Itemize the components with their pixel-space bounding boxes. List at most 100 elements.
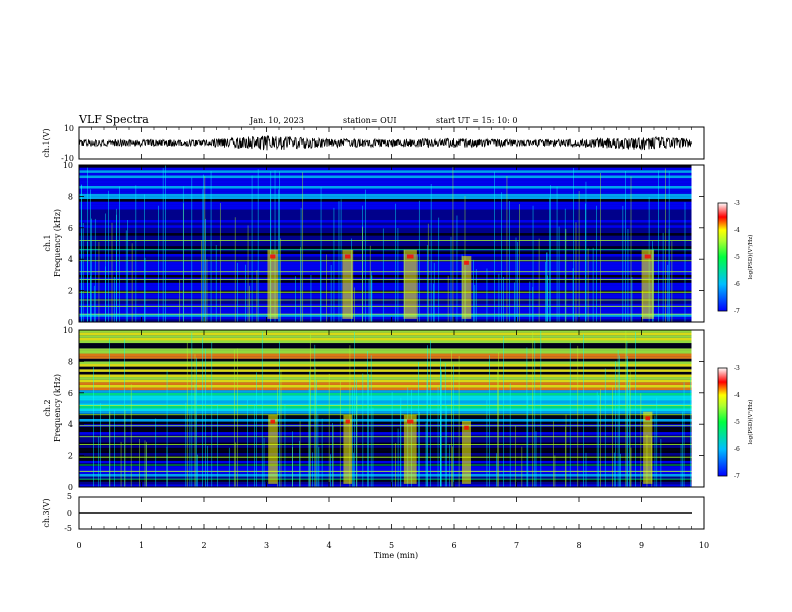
spectrogram-band <box>79 377 692 380</box>
freq-tick-label: 10 <box>63 326 73 335</box>
spectrogram-band <box>79 319 692 322</box>
figure-title: VLF Spectra <box>78 113 149 126</box>
spectrogram-band <box>79 426 692 430</box>
spectrogram-band <box>79 172 692 176</box>
spectrogram-band <box>79 311 692 315</box>
spectrogram-band <box>79 222 692 226</box>
spectrogram-band <box>79 468 692 472</box>
ch2-freq-ylabel: Frequency (kHz) <box>53 374 62 442</box>
spectrogram-band <box>79 219 692 223</box>
spectrogram-band <box>79 353 692 357</box>
ch1-freq-ticks: 0 2 4 6 8 10 <box>63 161 704 327</box>
spectrogram-enhancement <box>641 249 654 319</box>
spectrogram-band <box>79 392 692 396</box>
spectrogram-band <box>79 434 692 438</box>
spectrogram-band <box>79 293 692 296</box>
spectrogram-band <box>79 193 692 197</box>
spectrogram-band <box>79 337 692 341</box>
spectrogram-band <box>79 437 692 440</box>
time-tick-label: 5 <box>389 541 394 550</box>
spectrogram-band <box>79 374 692 378</box>
spectrogram-band <box>79 230 692 234</box>
time-axis-label: Time (min) <box>374 551 418 560</box>
spectrogram-enhancement <box>343 414 353 484</box>
spectrogram-band <box>79 447 692 451</box>
spectrogram-band <box>79 165 692 168</box>
spectrogram-band <box>79 416 692 419</box>
spectrogram-band <box>79 398 692 401</box>
ch2-colorbar-gradient <box>717 367 728 477</box>
ch1-cbar-tick-m7: -7 <box>734 308 740 315</box>
panel-ch1-waveform: 10 -10 ch.1(V) <box>42 124 705 163</box>
ch1-colorbar-label: log(PSD)(V²/Hz) <box>747 235 754 280</box>
spectrogram-band <box>79 371 692 375</box>
freq-tick-label: 0 <box>68 483 73 492</box>
spectrogram-band <box>79 348 692 351</box>
ch1-freq-ylabel: Frequency (kHz) <box>53 209 62 277</box>
spectrogram-band <box>79 387 692 391</box>
ch1-cbar-tick-m6: -6 <box>734 281 740 288</box>
spectrogram-band <box>79 390 692 393</box>
spectrogram-band <box>79 421 692 425</box>
spectrogram-band <box>79 403 692 406</box>
ch2-freq-ticks: 0 2 4 6 8 10 <box>63 326 704 492</box>
spectrogram-band <box>79 167 692 171</box>
spectrogram-band <box>79 246 692 249</box>
ch2-colorbar-label: log(PSD)(V²/Hz) <box>747 400 754 445</box>
spectrogram-band <box>79 332 692 336</box>
spectrogram-band <box>79 379 692 383</box>
spectrogram-band <box>79 261 692 265</box>
spectrogram-enhancement <box>403 414 417 484</box>
spectrogram-band <box>79 287 692 291</box>
spectrogram-enhancement <box>342 249 354 319</box>
spectrogram-enhancement-core <box>464 425 469 430</box>
spectrogram-band <box>79 212 692 215</box>
start-time-label: start UT = 15: 10: 0 <box>436 116 517 125</box>
spectrogram-band <box>79 274 692 278</box>
spectrogram-band <box>79 350 692 354</box>
spectrogram-band <box>79 460 692 464</box>
spectrogram-band <box>79 369 692 372</box>
time-tick-label: 9 <box>639 541 644 550</box>
ch2-cbar-tick-m6: -6 <box>734 446 740 453</box>
ch1-colorbar-gradient <box>717 202 728 312</box>
spectrogram-band <box>79 240 692 244</box>
freq-tick-label: 6 <box>68 224 73 233</box>
time-tick-label: 8 <box>576 541 581 550</box>
spectrogram-enhancement <box>461 256 472 319</box>
spectrogram-band <box>79 458 692 461</box>
spectrogram-enhancement-core <box>644 254 651 259</box>
time-tick-label: 3 <box>264 541 269 550</box>
spectrogram-band <box>79 235 692 239</box>
spectrogram-band <box>79 269 692 273</box>
spectrogram-band <box>79 366 692 370</box>
spectrogram-band <box>79 301 692 304</box>
freq-tick-label: 8 <box>68 192 73 201</box>
ch1-cbar-tick-m5: -5 <box>734 254 740 261</box>
spectrogram-enhancement-core <box>270 254 276 259</box>
ch2-colorbar: -3 -4 -5 -6 -7 log(PSD)(V²/Hz) <box>717 365 754 480</box>
spectrogram-band <box>79 471 692 474</box>
freq-tick-label: 2 <box>68 452 73 461</box>
spectrogram-band <box>79 196 692 200</box>
ch2-cbar-tick-m4: -4 <box>734 392 740 399</box>
spectrogram-enhancement <box>268 414 278 484</box>
spectrogram-band <box>79 306 692 309</box>
freq-tick-label: 10 <box>63 161 73 170</box>
ch1-ytick-bottom: -10 <box>61 154 74 163</box>
spectrogram-band <box>79 209 692 213</box>
spectrogram-enhancement <box>267 249 279 319</box>
spectrogram-band <box>79 295 692 299</box>
spectrogram-band <box>79 178 692 181</box>
spectrogram-band <box>79 183 692 186</box>
freq-tick-label: 0 <box>68 318 73 327</box>
spectrogram-enhancement <box>403 249 417 319</box>
spectrogram-band <box>79 285 692 288</box>
spectrogram-band <box>79 243 692 247</box>
freq-tick-label: 2 <box>68 287 73 296</box>
spectrogram-band <box>79 251 692 254</box>
time-tick-label: 10 <box>699 541 709 550</box>
spectrogram-band <box>79 233 692 236</box>
spectrogram-band <box>79 479 692 482</box>
